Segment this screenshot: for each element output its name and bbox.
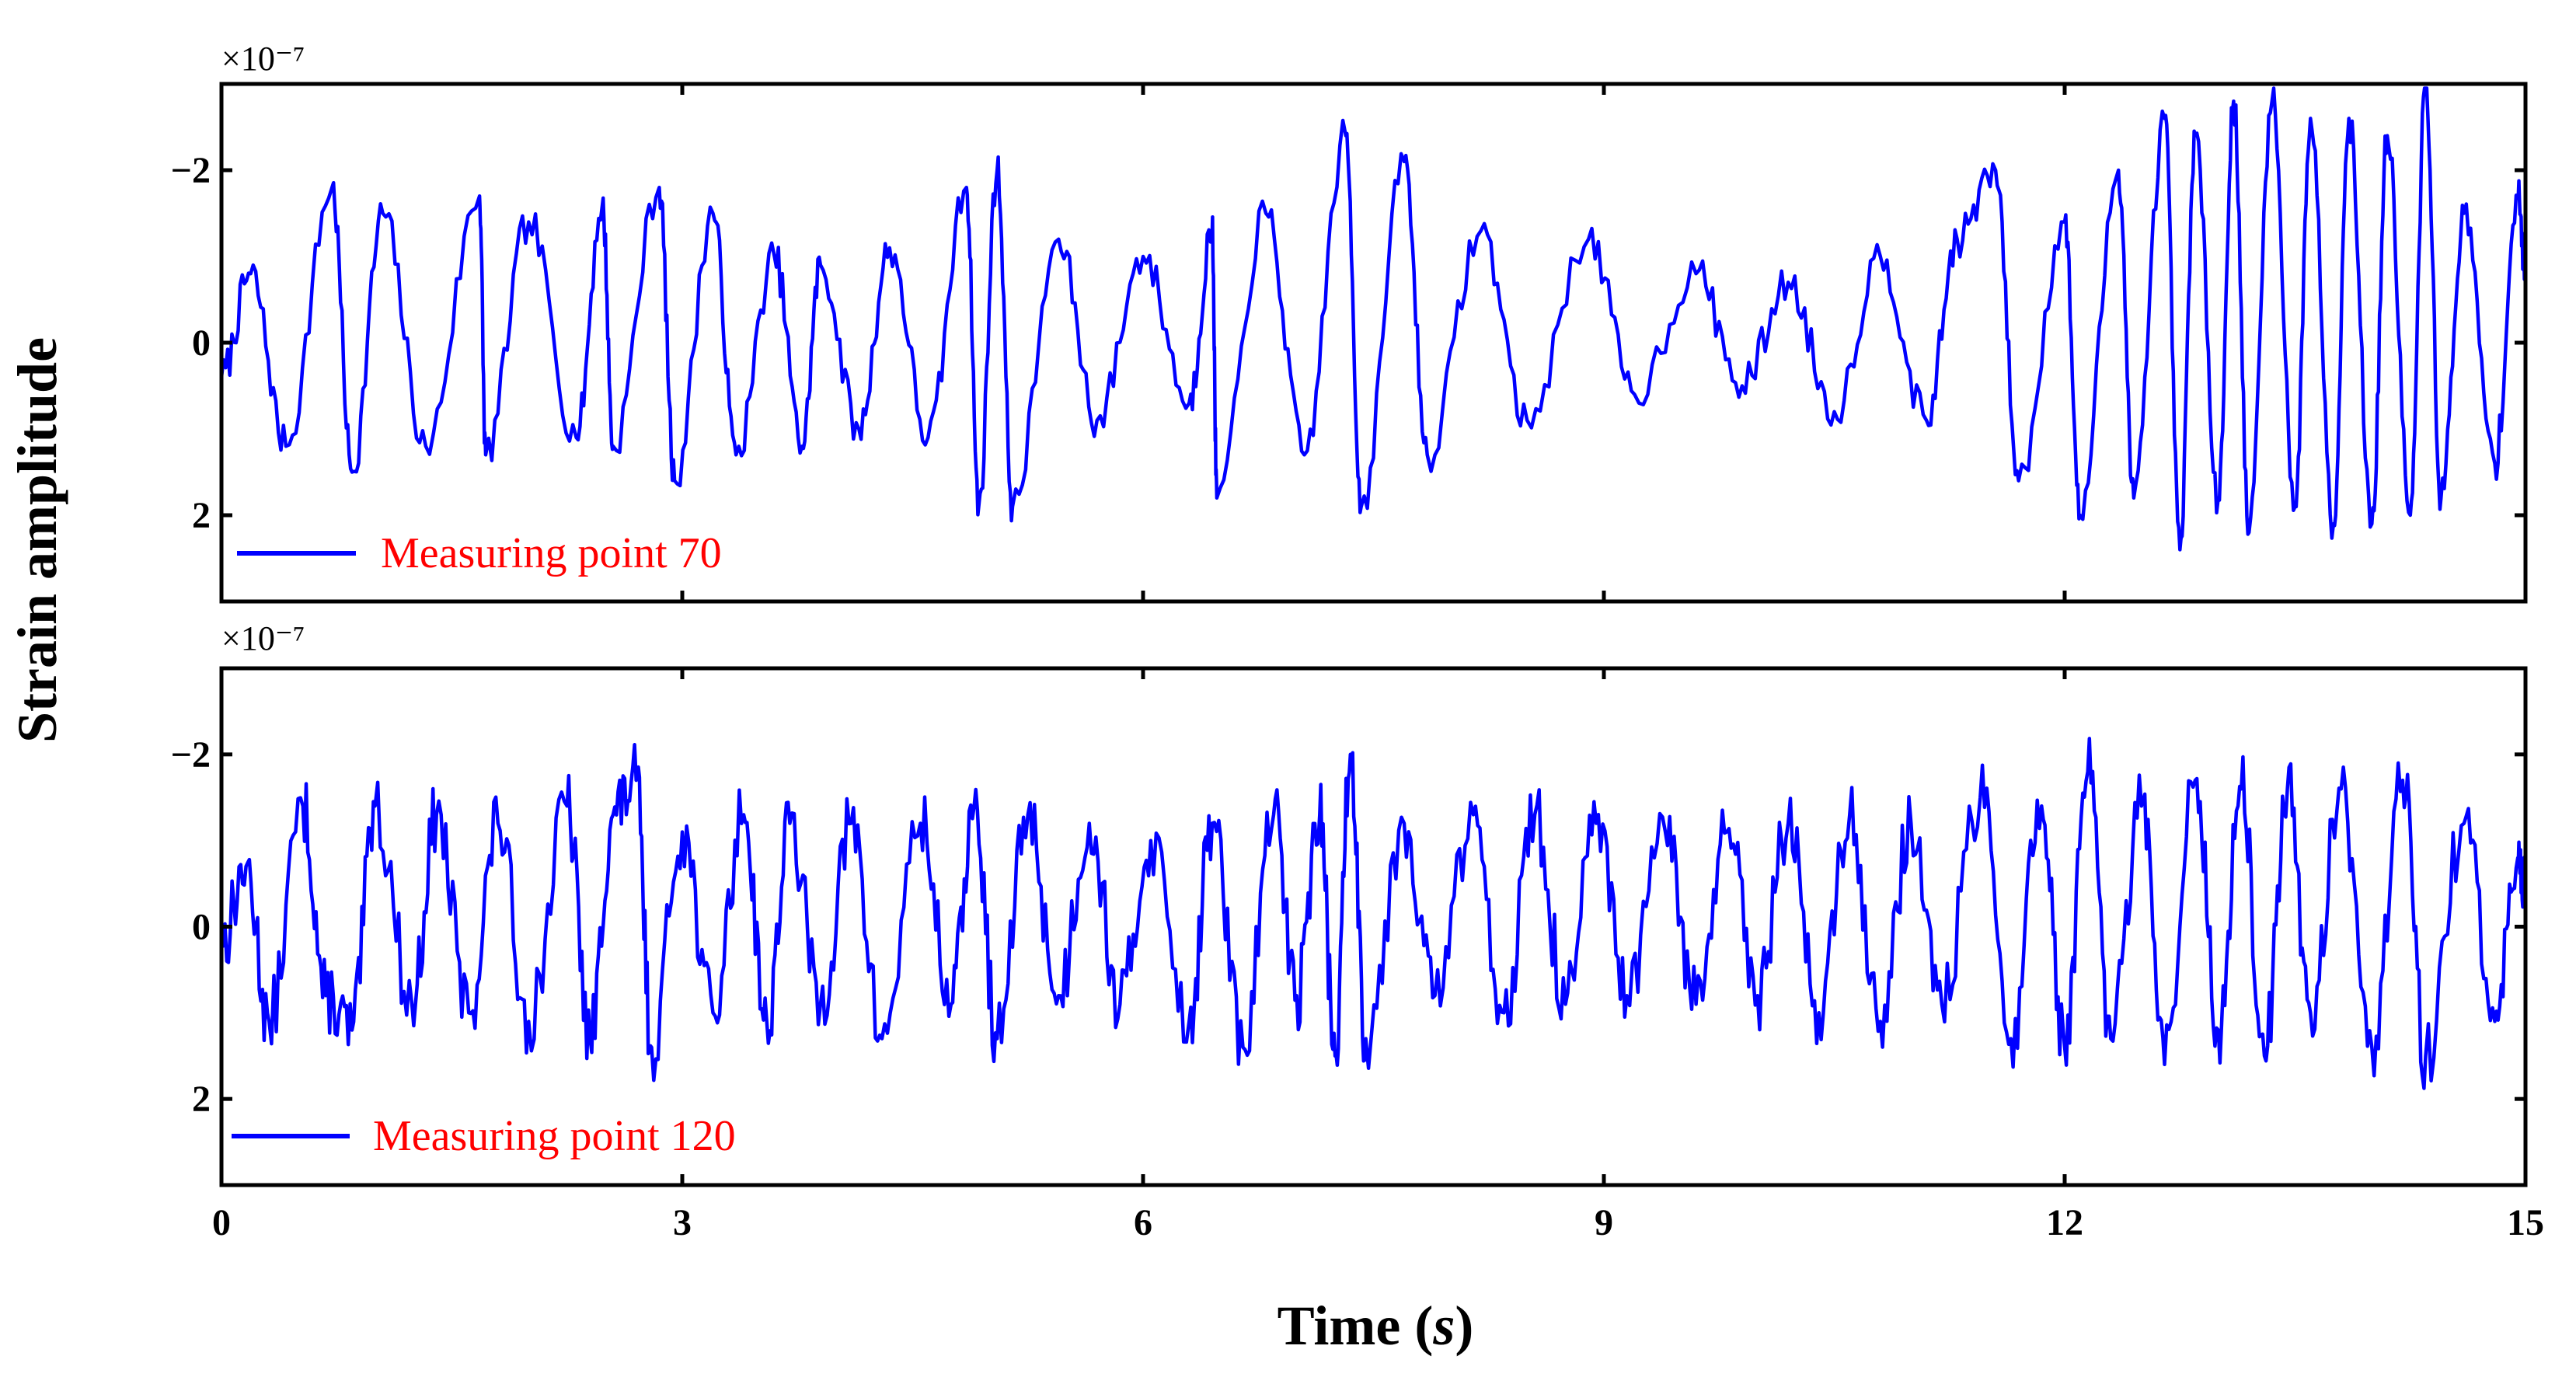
y-tick-label: 2 [192, 495, 211, 536]
x-tick-label: 0 [212, 1202, 231, 1243]
y-axis-label: Strain amplitude [6, 337, 68, 743]
y-tick-label: 0 [192, 907, 211, 948]
y-tick-label: −2 [171, 150, 211, 191]
legend-top: Measuring point 70 [237, 529, 722, 577]
y-tick-label: 2 [192, 1079, 211, 1120]
series-path [219, 86, 2528, 552]
series-line-70 [219, 86, 2528, 552]
panel-measuring-point-70: ×10⁻⁷ −2 0 2 Measuring point 70 [171, 40, 2528, 604]
y-tick-label: 0 [192, 322, 211, 364]
y-ticks-top: −2 0 2 [171, 150, 2525, 536]
legend-label-70: Measuring point 70 [381, 529, 722, 577]
legend-bottom: Measuring point 120 [232, 1112, 736, 1160]
x-tick-label: 6 [1134, 1202, 1152, 1243]
series-path [220, 737, 2528, 1090]
y-multiplier-bottom: ×10⁻⁷ [221, 619, 305, 657]
y-tick-label: −2 [171, 734, 211, 776]
x-tick-label: 9 [1595, 1202, 1613, 1243]
y-ticks-bottom: −2 0 2 [171, 734, 2525, 1120]
series-line-120 [220, 737, 2528, 1090]
x-axis-label: Time (s) [1278, 1295, 1474, 1357]
x-ticks-bottom: 0 3 6 9 12 15 [212, 668, 2544, 1243]
legend-label-120: Measuring point 120 [373, 1112, 736, 1160]
panel-measuring-point-120: ×10⁻⁷ −2 0 2 0 3 6 9 12 15 Measuring point 120 [171, 619, 2544, 1243]
x-tick-label: 3 [673, 1202, 692, 1243]
x-tick-label: 15 [2507, 1202, 2544, 1243]
x-tick-label: 12 [2046, 1202, 2083, 1243]
plot-frame-top [219, 82, 2528, 604]
x-ticks-top [219, 84, 2528, 601]
y-multiplier-top: ×10⁻⁷ [221, 40, 305, 78]
